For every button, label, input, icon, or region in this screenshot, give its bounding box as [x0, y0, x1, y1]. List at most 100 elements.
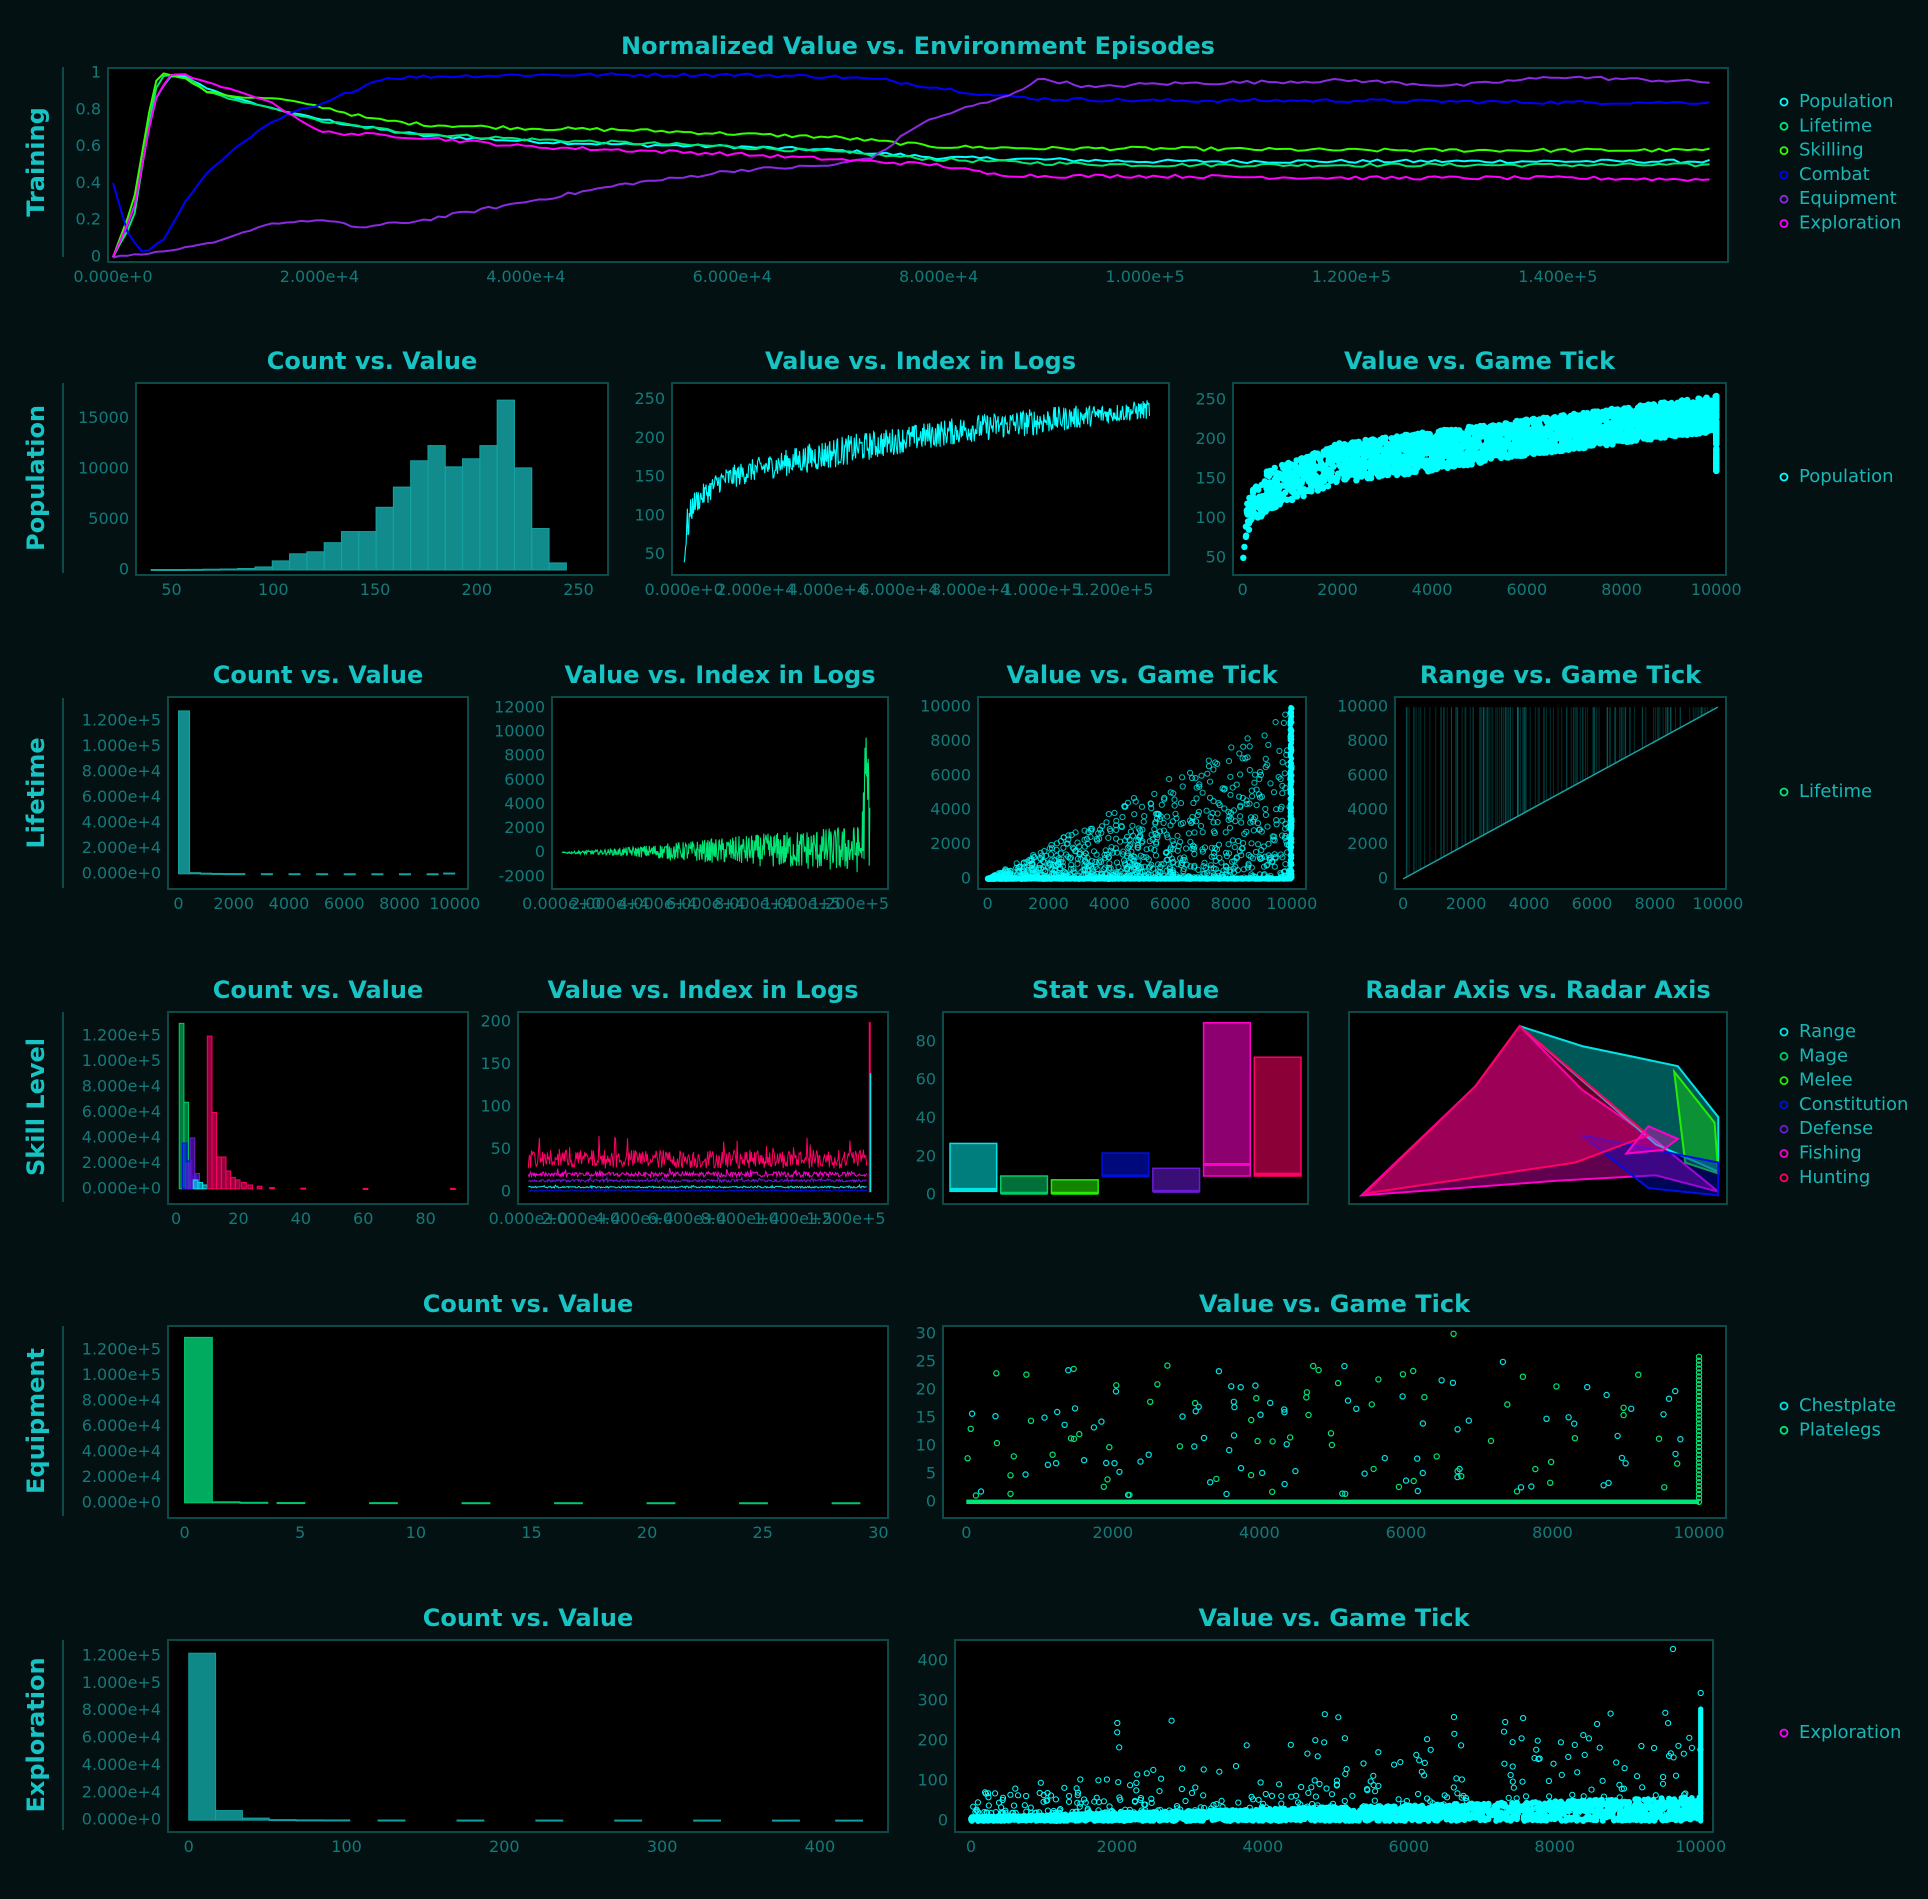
scatter-point [1695, 1424, 1703, 1431]
scatter-point [1699, 400, 1707, 407]
x-tick-label: 1.200e+5 [810, 894, 889, 913]
chart-title: Count vs. Value [267, 347, 478, 375]
y-tick-label: 250 [1195, 389, 1226, 408]
scatter-point [1254, 820, 1262, 827]
x-tick-label: 10 [406, 1523, 426, 1542]
scatter-point [1283, 496, 1291, 503]
plot-body [112, 72, 1710, 259]
scatter-point [1609, 438, 1617, 445]
scatter-point [1534, 436, 1541, 444]
scatter-point [1270, 499, 1277, 506]
histogram-bar [456, 1819, 485, 1822]
x-tick-label: 0.000e+0 [489, 1209, 568, 1228]
scatter-point [1242, 533, 1250, 541]
legend-item: Melee [1799, 1070, 1853, 1091]
x-tick-label: 6.000e+4 [859, 580, 938, 599]
scatter-point [1023, 1371, 1030, 1378]
scatter-point [1695, 1353, 1703, 1361]
scatter-point [1037, 849, 1044, 856]
scatter-point [1635, 412, 1643, 419]
scatter-point [1410, 468, 1417, 475]
scatter-point [1124, 799, 1132, 806]
scatter-point [1065, 1366, 1072, 1374]
x-tick-label: 2000 [1028, 894, 1069, 913]
legend-item: Skilling [1799, 140, 1864, 161]
x-tick-label: 8000 [1211, 894, 1252, 913]
histogram-bar [239, 1501, 269, 1504]
y-tick-label: 5 [926, 1463, 936, 1482]
scatter-point [1258, 481, 1265, 488]
scatter-point [1487, 1437, 1495, 1445]
y-tick-label: 2.000e+4 [82, 1153, 161, 1172]
y-tick-label: 0 [91, 247, 101, 266]
legend-marker [1779, 1173, 1789, 1183]
x-tick-label: 10000 [1692, 894, 1743, 913]
scatter-point [1237, 771, 1244, 778]
scatter-point [1187, 863, 1194, 870]
scatter-point [1152, 819, 1159, 826]
scatter-point [1206, 778, 1214, 785]
scatter-point [1636, 426, 1644, 433]
scatter-point [1221, 785, 1228, 792]
scatter-point [1252, 483, 1260, 490]
scatter-point [1222, 829, 1229, 836]
scatter-point [1172, 810, 1179, 818]
scatter-point [1353, 1405, 1360, 1413]
plot-body [178, 710, 456, 876]
scatter-point [1108, 844, 1115, 851]
scatter-point [1310, 478, 1317, 485]
legend-marker [1779, 194, 1789, 204]
scatter-point [1113, 826, 1120, 834]
chart-title: Value vs. Index in Logs [547, 976, 858, 1004]
scatter-point [1324, 483, 1332, 490]
scatter-point [1454, 1473, 1461, 1481]
scatter-point [1695, 1439, 1703, 1447]
scatter-point [1158, 861, 1165, 868]
x-tick-label: 250 [563, 580, 594, 599]
scatter-point [1147, 845, 1155, 852]
x-tick-label: 10000 [1691, 580, 1742, 599]
scatter-point [1287, 826, 1293, 832]
histogram-bar [443, 872, 456, 875]
scatter-point [1353, 470, 1360, 477]
scatter-point [1559, 431, 1566, 439]
y-tick-label: -2000 [499, 866, 546, 885]
scatter-point [1543, 1415, 1550, 1423]
scatter-point [1134, 862, 1141, 869]
scatter-point [1567, 422, 1574, 429]
scatter-point [1053, 852, 1060, 860]
scatter-point [1233, 781, 1240, 788]
scatter-point [1281, 1408, 1288, 1416]
chart-title: Count vs. Value [423, 1604, 634, 1632]
x-tick-label: 200 [489, 1837, 520, 1856]
scatter-point [1052, 1459, 1060, 1467]
scatter-point [993, 1370, 1000, 1377]
scatter-point [1195, 1403, 1202, 1411]
x-tick-label: 1.000e+5 [753, 1209, 832, 1228]
scatter-point [1450, 445, 1457, 453]
scatter-point [1451, 457, 1459, 464]
scatter-point [1620, 1404, 1627, 1412]
scatter-point [1695, 1459, 1703, 1466]
scatter-point [1087, 825, 1095, 832]
chart-title: Value vs. Game Tick [1006, 661, 1278, 689]
scatter-point [1192, 775, 1199, 782]
scatter-point [1713, 425, 1720, 432]
x-tick-label: 2000 [213, 894, 254, 913]
scatter-point [1227, 1383, 1235, 1390]
scatter-point [1404, 443, 1412, 451]
scatter-point [1240, 554, 1247, 561]
y-tick-label: 200 [917, 1731, 948, 1750]
scatter-point [1673, 1460, 1681, 1467]
legend-item: Exploration [1799, 213, 1901, 234]
scatter-point [1141, 813, 1148, 820]
scatter-point [1664, 404, 1672, 411]
scatter-point [1193, 795, 1200, 802]
x-tick-label: 0 [1398, 894, 1408, 913]
chart-skill_radar: Radar Axis vs. Radar Axis [1348, 976, 1728, 1205]
scatter-point [1582, 414, 1589, 422]
stat-box-melee [1050, 1179, 1099, 1195]
row-label: Lifetime [22, 737, 50, 848]
scatter-point [1074, 839, 1081, 846]
